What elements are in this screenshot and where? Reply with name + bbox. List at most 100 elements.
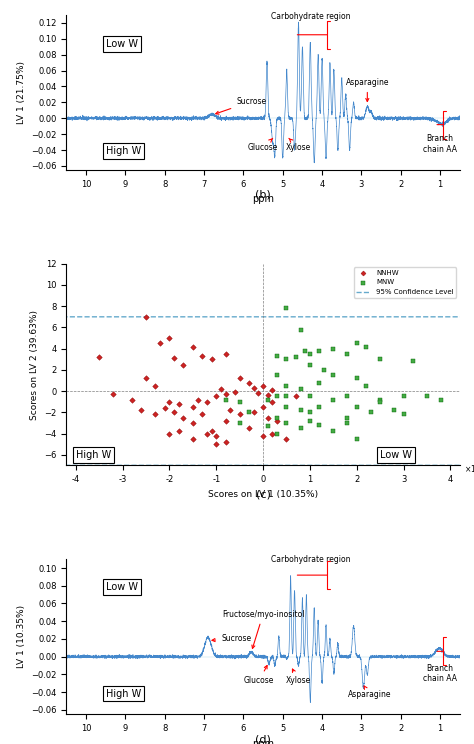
- NNHW: [264, 389, 272, 401]
- NNHW: [273, 415, 281, 427]
- MNW: [283, 391, 290, 403]
- MNW: [236, 417, 244, 429]
- NNHW: [269, 384, 276, 396]
- Text: Asparagine: Asparagine: [346, 78, 389, 101]
- MNW: [353, 337, 361, 349]
- Text: $\times10^{-3}$: $\times10^{-3}$: [464, 463, 474, 475]
- NNHW: [109, 388, 117, 400]
- NNHW: [156, 337, 164, 349]
- Text: High W: High W: [106, 688, 141, 699]
- NNHW: [161, 402, 169, 414]
- MNW: [353, 433, 361, 445]
- NNHW: [212, 430, 220, 442]
- NNHW: [283, 433, 290, 445]
- MNW: [301, 344, 309, 356]
- Text: Glucose: Glucose: [248, 138, 278, 152]
- MNW: [306, 415, 314, 427]
- NNHW: [231, 386, 239, 398]
- NNHW: [250, 382, 257, 394]
- NNHW: [203, 396, 210, 408]
- X-axis label: ppm: ppm: [252, 194, 274, 204]
- Text: Xylose: Xylose: [286, 669, 311, 685]
- NNHW: [189, 401, 197, 413]
- NNHW: [250, 406, 257, 418]
- NNHW: [180, 359, 187, 371]
- NNHW: [222, 415, 229, 427]
- NNHW: [236, 408, 244, 420]
- NNHW: [142, 373, 150, 385]
- Text: Sucrose: Sucrose: [212, 634, 251, 643]
- MNW: [273, 411, 281, 423]
- NNHW: [203, 428, 210, 440]
- MNW: [400, 391, 407, 403]
- Y-axis label: LV 1 (10.35%): LV 1 (10.35%): [17, 605, 26, 668]
- Text: (b): (b): [255, 190, 271, 200]
- MNW: [362, 380, 370, 392]
- Text: Glucose: Glucose: [244, 666, 274, 685]
- NNHW: [175, 398, 182, 410]
- Text: High W: High W: [106, 146, 141, 156]
- MNW: [236, 396, 244, 408]
- MNW: [437, 394, 445, 405]
- MNW: [320, 364, 328, 376]
- Text: (d): (d): [255, 734, 271, 744]
- MNW: [344, 417, 351, 429]
- Text: Branch
chain AA: Branch chain AA: [423, 134, 457, 153]
- MNW: [329, 343, 337, 355]
- MNW: [329, 369, 337, 381]
- MNW: [376, 394, 384, 405]
- NNHW: [199, 350, 206, 362]
- MNW: [362, 341, 370, 353]
- MNW: [283, 417, 290, 429]
- NNHW: [222, 348, 229, 360]
- MNW: [344, 411, 351, 423]
- NNHW: [152, 380, 159, 392]
- Text: Fructose/myo-inositol: Fructose/myo-inositol: [222, 610, 304, 648]
- NNHW: [208, 426, 215, 437]
- NNHW: [212, 438, 220, 450]
- NNHW: [165, 396, 173, 408]
- MNW: [306, 348, 314, 360]
- MNW: [376, 396, 384, 408]
- Text: Xylose: Xylose: [286, 138, 311, 152]
- Text: Carbohydrate region: Carbohydrate region: [271, 12, 350, 22]
- MNW: [297, 324, 304, 336]
- MNW: [306, 391, 314, 403]
- Text: Carbohydrate region: Carbohydrate region: [271, 554, 350, 564]
- X-axis label: Scores on LV 1 (10.35%): Scores on LV 1 (10.35%): [208, 490, 318, 498]
- NNHW: [236, 373, 244, 385]
- MNW: [329, 426, 337, 437]
- MNW: [273, 350, 281, 362]
- MNW: [292, 351, 300, 363]
- Text: Low W: Low W: [106, 583, 138, 592]
- MNW: [264, 394, 272, 405]
- MNW: [316, 401, 323, 413]
- MNW: [222, 394, 229, 405]
- MNW: [329, 394, 337, 405]
- NNHW: [170, 352, 178, 364]
- MNW: [283, 302, 290, 314]
- NNHW: [227, 404, 234, 416]
- MNW: [344, 391, 351, 403]
- MNW: [409, 356, 417, 368]
- MNW: [423, 391, 431, 403]
- NNHW: [259, 380, 267, 392]
- MNW: [283, 401, 290, 413]
- MNW: [316, 344, 323, 356]
- Text: (c): (c): [255, 490, 271, 500]
- MNW: [391, 404, 398, 416]
- MNW: [245, 406, 253, 418]
- MNW: [297, 404, 304, 416]
- MNW: [306, 359, 314, 371]
- NNHW: [189, 417, 197, 429]
- NNHW: [264, 411, 272, 423]
- NNHW: [175, 426, 182, 437]
- NNHW: [222, 436, 229, 448]
- MNW: [264, 420, 272, 432]
- MNW: [297, 383, 304, 395]
- NNHW: [269, 396, 276, 408]
- MNW: [376, 353, 384, 365]
- NNHW: [208, 353, 215, 365]
- NNHW: [152, 408, 159, 420]
- MNW: [283, 353, 290, 365]
